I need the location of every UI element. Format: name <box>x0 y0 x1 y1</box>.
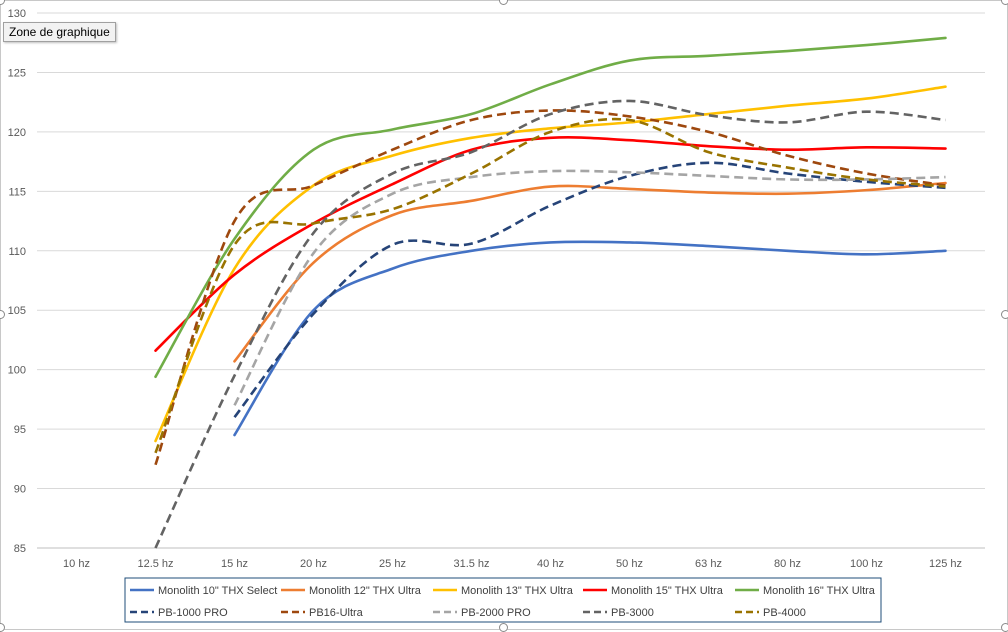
resize-handle-right[interactable] <box>1001 310 1008 319</box>
y-tick-label: 85 <box>14 543 26 555</box>
x-tick-label: 31.5 hz <box>453 558 489 570</box>
legend-entry-label: PB-4000 <box>763 607 806 619</box>
legend-entry-label: Monolith 10" THX Select <box>158 585 277 597</box>
x-tick-label: 100 hz <box>850 558 883 570</box>
x-tick-label: 15 hz <box>221 558 248 570</box>
x-tick-label: 40 hz <box>537 558 564 570</box>
series-line-1[interactable] <box>233 240 947 437</box>
resize-handle-bottom-right[interactable] <box>1001 623 1008 632</box>
series-line-4[interactable] <box>154 136 947 352</box>
legend-entry-label: Monolith 13" THX Ultra <box>461 585 574 597</box>
series-line-9[interactable] <box>154 99 946 549</box>
legend-entry-label: Monolith 16" THX Ultra <box>763 585 876 597</box>
legend-entry-label: PB-1000 PRO <box>158 607 228 619</box>
y-tick-label: 95 <box>14 424 26 436</box>
resize-handle-left[interactable] <box>0 310 5 319</box>
x-tick-label: 125 hz <box>929 558 962 570</box>
x-tick-label: 25 hz <box>379 558 406 570</box>
series-line-2[interactable] <box>233 181 947 363</box>
gridlines <box>37 12 985 549</box>
resize-handle-top-left[interactable] <box>0 0 5 5</box>
y-tick-label: 125 <box>8 67 26 79</box>
x-axis-labels: 10 hz 12.5 hz 15 hz 20 hz 25 hz 31.5 hz 40 hz 5… <box>63 558 962 570</box>
y-tick-label: 105 <box>8 305 26 317</box>
y-tick-label: 115 <box>8 186 26 198</box>
y-tick-label: 110 <box>8 246 26 258</box>
x-tick-label: 63 hz <box>695 558 722 570</box>
series-line-7[interactable] <box>154 109 946 466</box>
y-tick-label: 120 <box>8 127 26 139</box>
legend[interactable]: Monolith 10" THX Select Monolith 12" THX … <box>124 577 882 623</box>
y-axis-labels: 85 90 95 100 105 110 115 120 125 130 <box>8 8 26 555</box>
x-tick-label: 80 hz <box>774 558 801 570</box>
series-line-3[interactable] <box>154 85 947 443</box>
resize-handle-bottom[interactable] <box>499 623 508 632</box>
legend-entry-label: Monolith 15" THX Ultra <box>611 585 724 597</box>
series-line-6[interactable] <box>233 161 946 419</box>
chart-area-tooltip: Zone de graphique <box>3 22 116 42</box>
x-tick-label: 10 hz <box>63 558 90 570</box>
x-tick-label: 50 hz <box>616 558 643 570</box>
y-tick-label: 100 <box>8 365 26 377</box>
series-lines <box>154 36 947 549</box>
legend-entry-label: PB-3000 <box>611 607 654 619</box>
x-tick-label: 20 hz <box>300 558 327 570</box>
resize-handle-top-right[interactable] <box>1001 0 1008 5</box>
legend-entry-label: Monolith 12" THX Ultra <box>309 585 422 597</box>
series-line-5[interactable] <box>154 36 947 379</box>
resize-handle-top[interactable] <box>499 0 508 5</box>
series-line-10[interactable] <box>154 117 946 454</box>
y-tick-label: 90 <box>14 484 26 496</box>
series-line-8[interactable] <box>233 169 946 406</box>
x-tick-label: 12.5 hz <box>137 558 173 570</box>
resize-handle-bottom-left[interactable] <box>0 623 5 632</box>
legend-entry-label: PB16-Ultra <box>309 607 364 619</box>
legend-entry-label: PB-2000 PRO <box>461 607 531 619</box>
y-tick-label: 130 <box>8 8 26 20</box>
legend-box[interactable] <box>124 577 882 623</box>
